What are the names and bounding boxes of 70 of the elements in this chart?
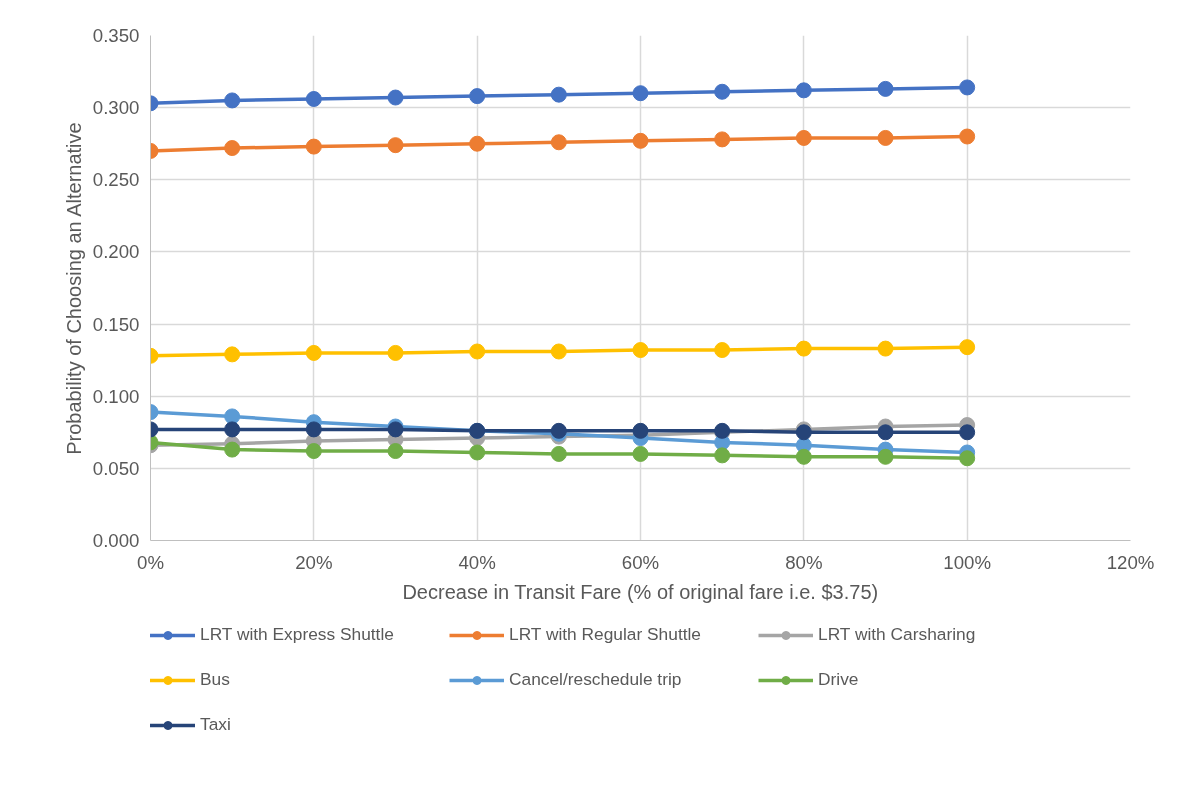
point [877,340,894,357]
point [305,344,322,361]
point [550,343,567,360]
y-tick-label: 0.250 [92,169,140,191]
legend-label: LRT with Regular Shuttle [509,624,702,645]
y-tick-label: 0.000 [92,530,140,551]
point [550,134,567,151]
point [469,343,486,360]
point [795,448,812,465]
point [877,424,894,441]
point [469,135,486,152]
y-axis-title: Probability of Choosing an Alternative [62,122,85,455]
point [224,408,241,425]
y-tick-label: 0.150 [92,313,140,335]
point [387,137,404,154]
x-tick-label: 120% [1106,551,1155,573]
y-tick-label: 0.300 [92,97,140,119]
point [387,89,404,106]
legend-label: LRT with Carsharing [818,624,977,645]
point [959,450,976,467]
point [632,132,649,149]
point [305,443,322,460]
point [387,443,404,460]
point [795,82,812,99]
point [632,422,649,439]
legend-label: Taxi [200,714,232,735]
point [714,342,731,359]
legend-label: Cancel/reschedule trip [509,669,683,690]
x-tick-label: 20% [295,551,333,573]
point [224,346,241,363]
legend-label: LRT with Express Shuttle [200,624,395,645]
point [224,441,241,458]
point [877,80,894,97]
y-tick-label: 0.050 [92,457,140,479]
point [959,128,976,145]
x-tick-label: 0% [137,551,164,573]
point [714,83,731,100]
legend-label: Bus [200,669,231,690]
point [877,129,894,146]
point [959,339,976,356]
point [795,129,812,146]
point [714,131,731,148]
legend-label: Drive [818,669,860,690]
x-tick-label: 60% [621,551,660,573]
point [305,421,322,438]
y-tick-label: 0.100 [92,385,140,407]
point [305,138,322,155]
point [632,342,649,359]
point [387,344,404,361]
point [632,85,649,102]
point [469,444,486,461]
point [550,445,567,462]
point [550,86,567,103]
x-tick-label: 40% [458,551,496,573]
point [632,445,649,462]
point [795,340,812,357]
point [714,447,731,464]
y-tick-label: 0.200 [92,241,140,263]
point [959,424,976,441]
x-tick-label: 80% [785,551,823,573]
point [224,92,241,109]
point [877,448,894,465]
point [959,79,976,96]
x-tick-label: 100% [943,551,992,573]
point [305,91,322,107]
y-tick-label: 0.350 [92,25,140,46]
point [224,421,241,438]
x-axis-title: Decrease in Transit Fare (% of original fare i.e. $3.75) [402,580,879,603]
point [469,88,486,105]
point [224,140,241,157]
